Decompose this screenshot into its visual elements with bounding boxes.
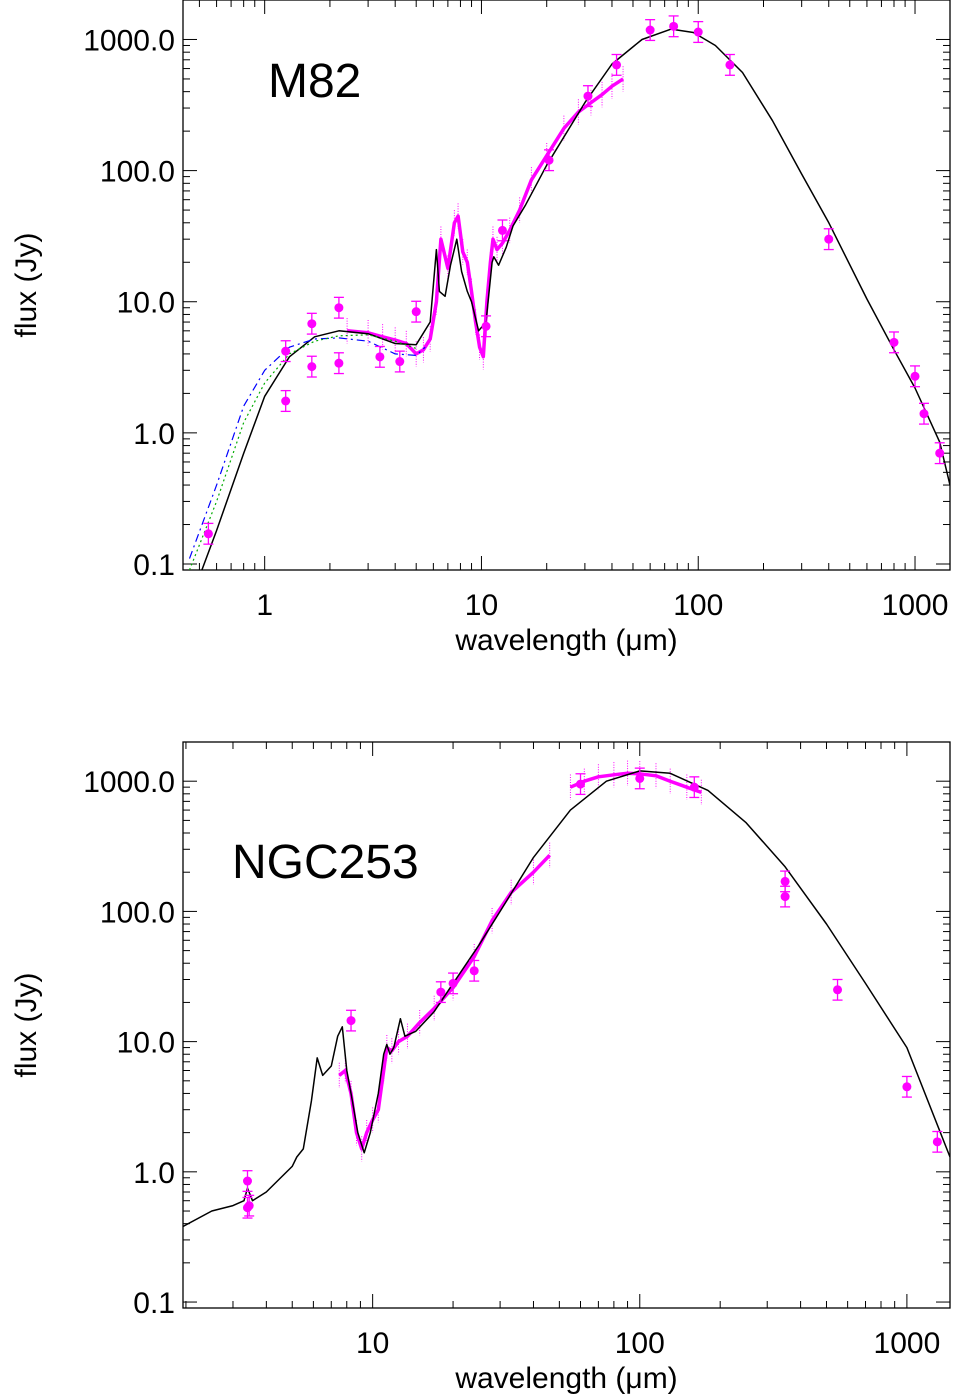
- data-point: [693, 27, 703, 37]
- data-point: [635, 773, 645, 783]
- data-point: [919, 409, 929, 419]
- data-point: [544, 155, 554, 165]
- data-point: [932, 1137, 942, 1147]
- data-point: [481, 321, 491, 331]
- data-point: [497, 225, 507, 235]
- data-point: [375, 352, 385, 362]
- plot-frame: [182, 0, 951, 571]
- model-line-series: [201, 28, 950, 570]
- data-point: [689, 782, 699, 792]
- chart-panel-1: 1 10 100 1000 0.1 1.0 10.0 100.0 1000.0 wavelengt…: [10, 0, 951, 657]
- data-point: [244, 1201, 254, 1211]
- data-point: [645, 25, 655, 35]
- chart-title: NGC253: [232, 836, 419, 889]
- y-tick-label: 100.0: [100, 896, 175, 929]
- y-tick-label: 1000.0: [83, 766, 175, 799]
- model-dashed-series: [188, 337, 426, 559]
- model-line-series: [183, 770, 950, 1228]
- x-tick-label: 1000: [874, 1327, 941, 1360]
- data-point: [780, 876, 790, 886]
- data-point: [469, 966, 479, 976]
- data-point: [902, 1082, 912, 1092]
- x-tick-label: 1: [256, 589, 273, 622]
- chart-title: M82: [268, 55, 361, 108]
- data-point: [242, 1176, 252, 1186]
- y-axis-label: flux (Jy): [10, 233, 43, 338]
- data-point: [307, 362, 317, 372]
- y-tick-label: 1.0: [133, 1157, 175, 1190]
- data-point: [824, 234, 834, 244]
- data-point: [281, 346, 291, 356]
- data-point: [725, 60, 735, 70]
- data-point: [346, 1016, 356, 1026]
- x-tick-label: 100: [615, 1327, 665, 1360]
- y-axis-label: flux (Jy): [10, 973, 43, 1078]
- data-point: [334, 358, 344, 368]
- x-tick-label: 1000: [882, 589, 949, 622]
- y-tick-label: 0.1: [133, 1287, 175, 1320]
- data-point: [436, 987, 446, 997]
- data-point: [833, 985, 843, 995]
- data-point: [395, 357, 405, 367]
- data-point: [612, 60, 622, 70]
- data-point: [203, 529, 213, 539]
- x-axis-label: wavelength (μm): [454, 624, 677, 657]
- observed-spectrum: [346, 77, 625, 359]
- data-point: [780, 892, 790, 902]
- data-point: [935, 448, 945, 458]
- x-tick-label: 100: [673, 589, 723, 622]
- plot-area: [188, 15, 950, 570]
- plot-area: [183, 760, 950, 1228]
- data-point: [281, 396, 291, 406]
- chart-panel-2: 10 100 1000 0.1 1.0 10.0 100.0 1000.0 wavelength…: [10, 741, 951, 1395]
- plot-frame: [182, 741, 951, 1309]
- observed-spectrum: [569, 771, 702, 795]
- data-point: [910, 371, 920, 381]
- data-point: [307, 319, 317, 329]
- y-tick-label: 1.0: [133, 418, 175, 451]
- data-point: [576, 779, 586, 789]
- model-dotted-series: [188, 334, 417, 570]
- data-point: [583, 91, 593, 101]
- data-point: [411, 307, 421, 317]
- y-tick-label: 1000.0: [83, 24, 175, 57]
- data-point: [889, 337, 899, 347]
- y-tick-label: 10.0: [117, 287, 175, 320]
- data-point: [334, 303, 344, 313]
- y-tick-label: 100.0: [100, 156, 175, 189]
- x-tick-label: 10: [465, 589, 498, 622]
- x-tick-label: 10: [356, 1327, 389, 1360]
- data-point: [448, 978, 458, 988]
- x-axis-label: wavelength (μm): [454, 1362, 677, 1395]
- y-tick-label: 0.1: [133, 549, 175, 582]
- y-tick-label: 10.0: [117, 1027, 175, 1060]
- data-point: [669, 21, 679, 31]
